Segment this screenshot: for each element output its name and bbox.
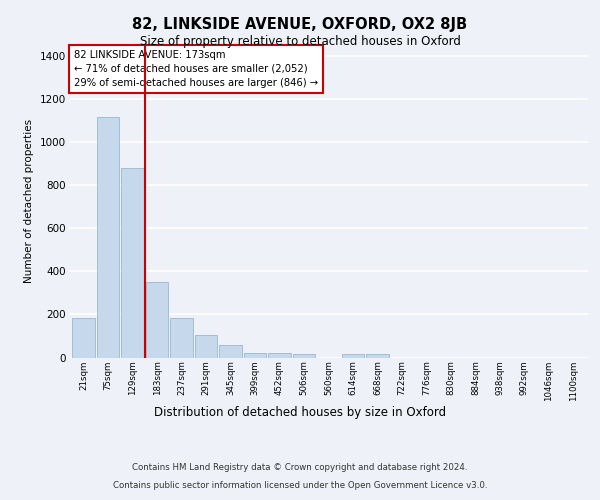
Text: Distribution of detached houses by size in Oxford: Distribution of detached houses by size … xyxy=(154,406,446,419)
Bar xyxy=(146,282,169,358)
Text: Size of property relative to detached houses in Oxford: Size of property relative to detached ho… xyxy=(140,35,460,48)
Bar xyxy=(366,354,389,358)
Bar xyxy=(73,318,95,358)
Text: 82 LINKSIDE AVENUE: 173sqm
← 71% of detached houses are smaller (2,052)
29% of s: 82 LINKSIDE AVENUE: 173sqm ← 71% of deta… xyxy=(74,50,319,88)
Text: Contains public sector information licensed under the Open Government Licence v3: Contains public sector information licen… xyxy=(113,480,487,490)
Bar xyxy=(268,353,291,358)
Bar xyxy=(121,168,144,358)
Bar xyxy=(97,117,119,358)
Text: 82, LINKSIDE AVENUE, OXFORD, OX2 8JB: 82, LINKSIDE AVENUE, OXFORD, OX2 8JB xyxy=(133,18,467,32)
Bar xyxy=(220,345,242,358)
Bar xyxy=(195,335,217,357)
Y-axis label: Number of detached properties: Number of detached properties xyxy=(25,119,34,284)
Bar xyxy=(170,318,193,358)
Bar xyxy=(293,354,315,358)
Bar xyxy=(342,354,364,358)
Bar xyxy=(244,353,266,358)
Text: Contains HM Land Registry data © Crown copyright and database right 2024.: Contains HM Land Registry data © Crown c… xyxy=(132,463,468,472)
